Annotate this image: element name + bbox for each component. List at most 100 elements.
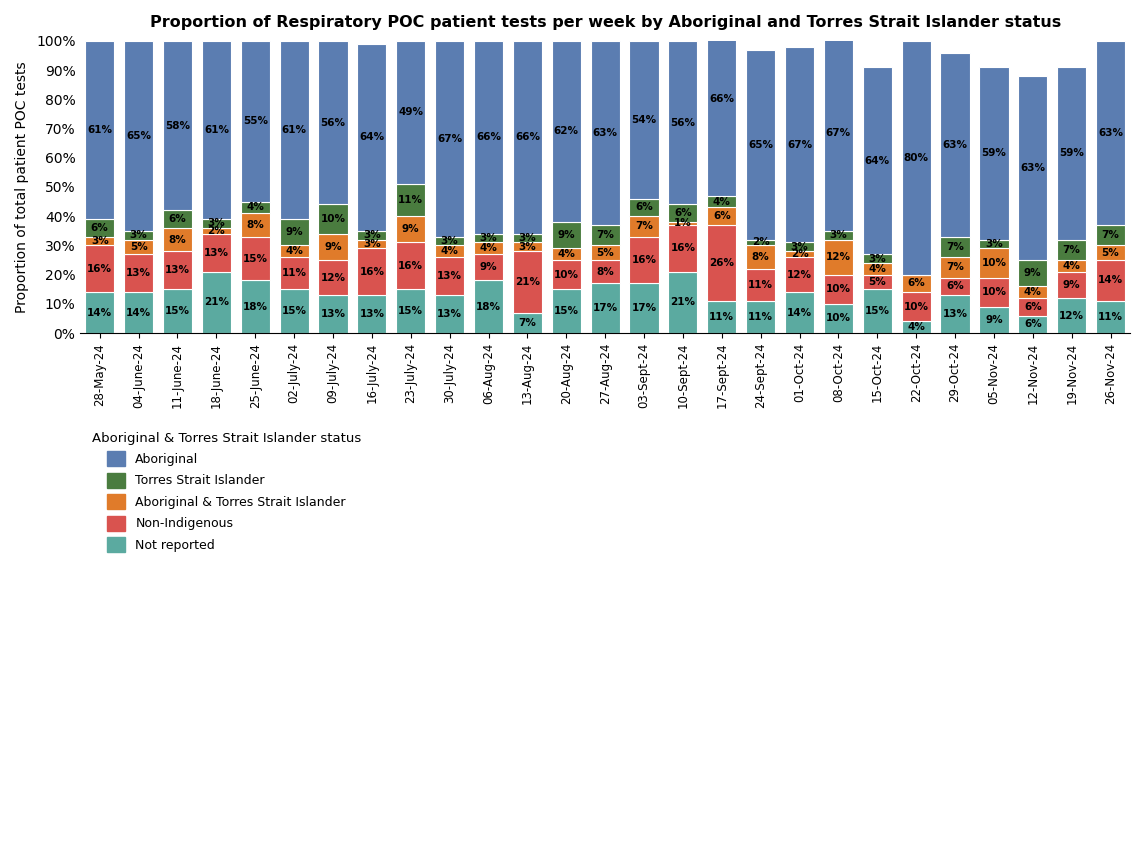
Text: 16%: 16% — [671, 244, 695, 253]
Bar — [1096, 225, 1126, 245]
Text: 11%: 11% — [748, 312, 773, 322]
Text: 9%: 9% — [402, 224, 419, 234]
Text: 11%: 11% — [398, 195, 424, 205]
Text: 62%: 62% — [554, 126, 578, 136]
Text: 64%: 64% — [864, 156, 890, 165]
Bar — [1096, 245, 1126, 260]
Text: 12%: 12% — [787, 269, 812, 279]
Bar — [163, 210, 192, 227]
Bar — [1057, 67, 1087, 239]
Text: 61%: 61% — [282, 125, 307, 135]
Bar — [862, 67, 892, 254]
Bar — [435, 295, 464, 333]
Bar — [163, 227, 192, 251]
Text: 10%: 10% — [981, 287, 1006, 297]
Bar — [940, 257, 970, 278]
Text: 13%: 13% — [360, 309, 385, 319]
Bar — [862, 254, 892, 263]
Text: 10%: 10% — [554, 269, 578, 279]
Text: 80%: 80% — [903, 153, 929, 163]
Bar — [979, 278, 1009, 307]
Bar — [979, 67, 1009, 239]
Text: 4%: 4% — [868, 264, 886, 273]
Text: 14%: 14% — [787, 308, 812, 318]
Bar — [357, 248, 387, 295]
Bar — [279, 219, 309, 245]
Bar — [357, 43, 387, 231]
Text: 4%: 4% — [1024, 287, 1042, 297]
Bar — [940, 53, 970, 237]
Text: 16%: 16% — [360, 267, 385, 277]
Text: 12%: 12% — [1059, 310, 1084, 320]
Bar — [1096, 41, 1126, 225]
Bar — [591, 284, 619, 333]
Text: 14%: 14% — [87, 308, 112, 318]
Bar — [240, 202, 270, 213]
Text: 13%: 13% — [437, 309, 463, 319]
Bar — [513, 243, 542, 251]
Bar — [474, 254, 503, 280]
Text: 3%: 3% — [363, 239, 381, 249]
Bar — [824, 274, 853, 304]
Text: 4%: 4% — [285, 246, 303, 256]
Text: 3%: 3% — [129, 230, 148, 240]
Bar — [396, 243, 425, 289]
Text: 7%: 7% — [597, 230, 614, 240]
Bar — [202, 219, 231, 227]
Text: 9%: 9% — [1024, 268, 1042, 278]
Bar — [708, 196, 736, 207]
Bar — [669, 41, 697, 204]
Text: 4%: 4% — [713, 197, 731, 206]
Text: 54%: 54% — [632, 115, 656, 124]
Bar — [708, 301, 736, 333]
Bar — [785, 251, 814, 257]
Text: 21%: 21% — [515, 277, 540, 287]
Text: 13%: 13% — [321, 309, 346, 319]
Bar — [474, 280, 503, 333]
Bar — [630, 41, 658, 199]
Text: 4%: 4% — [480, 244, 497, 253]
Bar — [901, 41, 931, 274]
Text: 67%: 67% — [437, 134, 463, 144]
Text: 6%: 6% — [907, 279, 925, 288]
Text: 55%: 55% — [243, 116, 268, 126]
Text: 63%: 63% — [1020, 163, 1045, 173]
Text: 1%: 1% — [674, 218, 692, 228]
Text: 63%: 63% — [942, 140, 968, 150]
Bar — [318, 260, 348, 295]
Bar — [747, 268, 775, 301]
Bar — [552, 248, 581, 260]
Text: 6%: 6% — [90, 223, 109, 233]
Bar — [240, 237, 270, 280]
Bar — [901, 274, 931, 292]
Bar — [124, 231, 153, 239]
Bar — [591, 260, 619, 284]
Text: 59%: 59% — [1059, 148, 1084, 158]
Text: 21%: 21% — [204, 297, 229, 308]
Bar — [940, 278, 970, 295]
Bar — [901, 321, 931, 333]
Bar — [940, 295, 970, 333]
Text: 6%: 6% — [713, 211, 731, 222]
Text: 7%: 7% — [519, 318, 536, 328]
Text: 10%: 10% — [826, 285, 851, 294]
Bar — [357, 231, 387, 239]
Bar — [630, 216, 658, 237]
Text: 5%: 5% — [868, 277, 886, 287]
Bar — [435, 245, 464, 257]
Text: 6%: 6% — [946, 281, 964, 291]
Text: 56%: 56% — [321, 118, 346, 128]
Bar — [552, 41, 581, 222]
Bar — [824, 304, 853, 333]
Bar — [824, 35, 853, 231]
Bar — [824, 231, 853, 239]
Text: 4%: 4% — [1063, 261, 1081, 271]
Text: 21%: 21% — [671, 297, 695, 308]
Text: 2%: 2% — [207, 226, 226, 236]
Bar — [1096, 301, 1126, 333]
Bar — [591, 225, 619, 245]
Text: 66%: 66% — [476, 132, 502, 142]
Text: 15%: 15% — [243, 254, 268, 263]
Bar — [396, 216, 425, 243]
Bar — [85, 245, 114, 292]
